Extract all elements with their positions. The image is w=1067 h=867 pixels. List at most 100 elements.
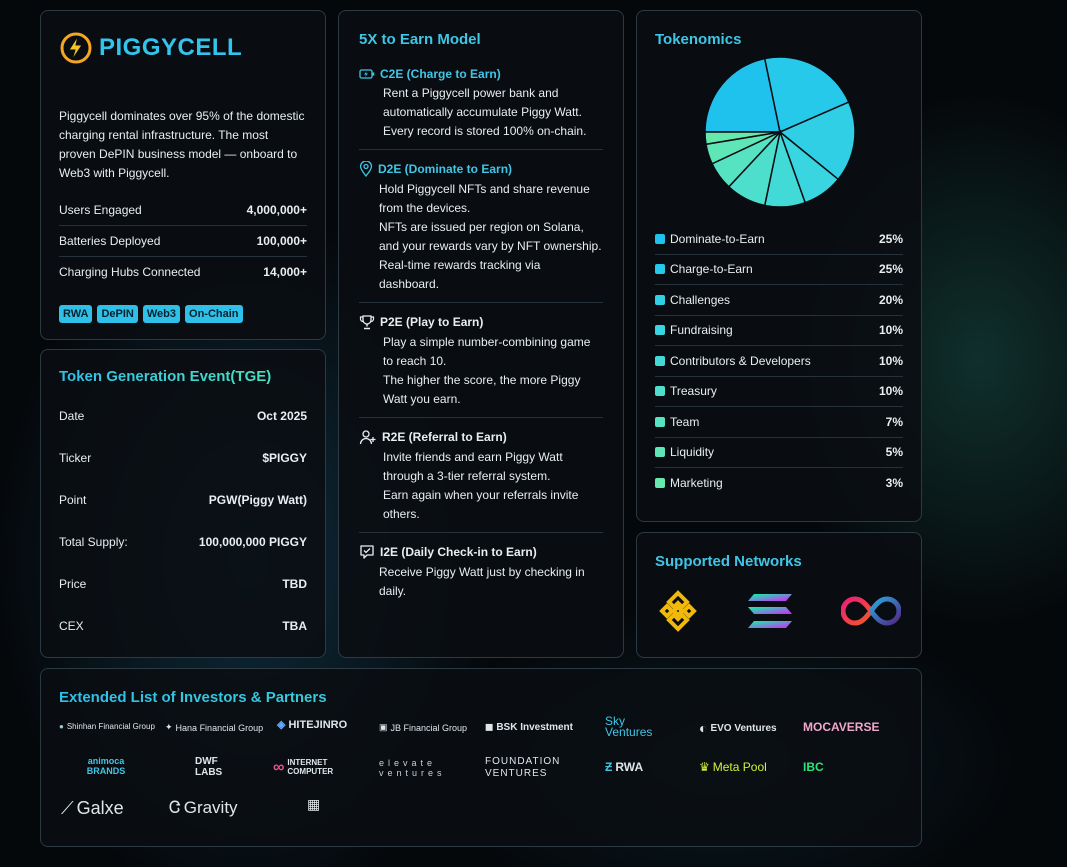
investor-logo: FOUNDATION VENTURES <box>485 756 581 780</box>
earn-title: 5X to Earn Model <box>359 31 481 48</box>
earn-item-title: D2E (Dominate to Earn) <box>359 161 603 177</box>
investor-logo: ◈ HITEJINRO <box>277 718 347 732</box>
stat-value: 14,000+ <box>263 265 307 279</box>
tge-label: Price <box>59 577 87 591</box>
earn-item-title: C2E (Charge to Earn) <box>359 67 603 81</box>
stat-row: Batteries Deployed 100,000+ <box>59 226 307 257</box>
tge-value: TBA <box>282 619 307 633</box>
investor-name: Sky Ventures <box>605 714 653 739</box>
tokenomics-row: Team 7% <box>655 407 903 438</box>
earn-model-card: 5X to Earn Model C2E (Charge to Earn) Re… <box>338 10 624 658</box>
investor-name: BSK Investment <box>496 722 573 733</box>
rwa-z-icon: Ƶ <box>605 760 613 774</box>
legend-value: 20% <box>878 292 903 307</box>
earn-line: Real-time rewards tracking via dashboard… <box>379 258 541 291</box>
tge-row: CEX TBA <box>59 605 307 647</box>
location-pin-icon <box>359 161 373 177</box>
stat-row: Charging Hubs Connected 14,000+ <box>59 257 307 287</box>
legend-value: 5% <box>885 445 903 460</box>
legend-label: Marketing <box>670 476 723 491</box>
bnb-chain-logo <box>659 590 697 632</box>
solana-logo <box>748 594 792 628</box>
legend-label: Charge-to-Earn <box>670 262 753 277</box>
investor-logo: ▣ JB Financial Group <box>379 722 467 733</box>
tokenomics-legend: Dominate-to-Earn 25% Charge-to-Earn 25% Chal… <box>655 224 903 499</box>
tag-list: RWA DePIN Web3 On-Chain <box>59 305 307 323</box>
investor-logo: ✦ Hana Financial Group <box>165 722 263 733</box>
earn-item-title-text: R2E (Referral to Earn) <box>382 430 507 444</box>
legend-swatch <box>655 478 665 489</box>
tokenomics-row: Treasury 10% <box>655 377 903 407</box>
legend-swatch <box>655 294 665 305</box>
tag-rwa: RWA <box>59 305 93 323</box>
investor-logo: DWF LABS <box>195 756 235 778</box>
legend-value: 10% <box>878 353 903 368</box>
investor-name: EVO Ventures <box>710 722 777 734</box>
investor-name: RWA <box>615 760 644 774</box>
tge-row: Date Oct 2025 <box>59 395 307 437</box>
earn-item-body: Play a simple number-combining game to r… <box>359 333 603 409</box>
investor-name: Galxe <box>76 798 124 818</box>
tge-label: Total Supply: <box>59 535 128 549</box>
brand-description: Piggycell dominates over 95% of the dome… <box>59 109 305 180</box>
leaf-icon: ✦ <box>165 722 173 732</box>
earn-item-title-text: P2E (Play to Earn) <box>380 315 484 329</box>
investor-logo: Ꮳ Gravity <box>169 798 238 818</box>
investor-name: MOCAVERSE <box>803 720 880 734</box>
tokenomics-label: Dominate-to-Earn <box>655 232 765 246</box>
stat-label: Batteries Deployed <box>59 234 161 248</box>
earn-line: NFTs are issued per region on Solana, an… <box>379 220 602 253</box>
earn-item-i2e: I2E (Daily Check-in to Earn) Receive Pig… <box>359 533 603 609</box>
legend-label: Treasury <box>670 384 717 399</box>
tokenomics-card: Tokenomics Dominate-to-Earn 25% Charge-to-… <box>636 10 922 522</box>
earn-item-body: Rent a Piggycell power bank and automati… <box>359 84 603 141</box>
pie-slice-dominate-to-earn <box>704 57 781 133</box>
lightning-icon <box>60 32 92 64</box>
tokenomics-label: Challenges <box>655 293 730 307</box>
tokenomics-label: Team <box>655 415 699 429</box>
networks-title: Supported Networks <box>655 553 802 570</box>
tge-label: CEX <box>59 619 84 633</box>
legend-swatch <box>655 386 665 397</box>
investor-logo: ♛ Meta Pool <box>699 760 767 774</box>
tge-title: Token Generation Event(TGE) <box>59 368 307 385</box>
investor-name: JB Financial Group <box>390 722 468 733</box>
investor-logo: MOCAVERSE <box>803 720 879 734</box>
tokenomics-row: Dominate-to-Earn 25% <box>655 224 903 255</box>
legend-value: 7% <box>885 414 903 429</box>
investor-logo: Ƶ RWA <box>605 760 643 774</box>
earn-item-title: R2E (Referral to Earn) <box>359 429 603 445</box>
earn-item-body: Hold Piggycell NFTs and share revenue fr… <box>359 180 603 294</box>
investor-logo: IBC <box>803 760 824 774</box>
internet-computer-logo <box>841 596 901 626</box>
earn-item-body: Invite friends and earn Piggy Watt throu… <box>359 448 603 524</box>
tokenomics-label: Treasury <box>655 384 717 398</box>
tokenomics-pie-chart <box>704 56 856 208</box>
investor-name: FOUNDATION VENTURES <box>485 756 561 779</box>
investor-name: Meta Pool <box>712 760 767 774</box>
tge-label: Point <box>59 493 87 507</box>
investor-name: elevate ventures <box>379 758 446 778</box>
stat-label: Users Engaged <box>59 203 142 217</box>
tag-web3: Web3 <box>142 305 181 323</box>
legend-label: Liquidity <box>670 445 715 460</box>
earn-line: Hold Piggycell NFTs and share revenue fr… <box>379 182 590 215</box>
square-logo-icon: ▦ <box>307 796 321 812</box>
legend-swatch <box>655 325 665 336</box>
tag-depin: DePIN <box>97 305 138 323</box>
investor-logo: Sky Ventures <box>605 714 665 739</box>
earn-item-p2e: P2E (Play to Earn) Play a simple number-… <box>359 303 603 418</box>
galxe-icon: ⟋ <box>61 798 74 818</box>
legend-value: 25% <box>878 231 903 246</box>
stat-value: 100,000+ <box>256 234 307 248</box>
earn-item-r2e: R2E (Referral to Earn) Invite friends an… <box>359 418 603 533</box>
earn-line: Every record is stored 100% on-chain. <box>383 124 587 138</box>
tokenomics-row: Liquidity 5% <box>655 438 903 468</box>
investor-logo: ⟋ Galxe <box>61 798 124 819</box>
legend-label: Challenges <box>670 292 731 307</box>
pie-slice-challenges <box>778 101 856 181</box>
tokenomics-row: Contributors & Developers 10% <box>655 346 903 377</box>
legend-value: 10% <box>878 384 903 399</box>
stats-list: Users Engaged 4,000,000+ Batteries Deploy… <box>59 195 307 287</box>
investor-logo: ▦ <box>307 796 320 813</box>
